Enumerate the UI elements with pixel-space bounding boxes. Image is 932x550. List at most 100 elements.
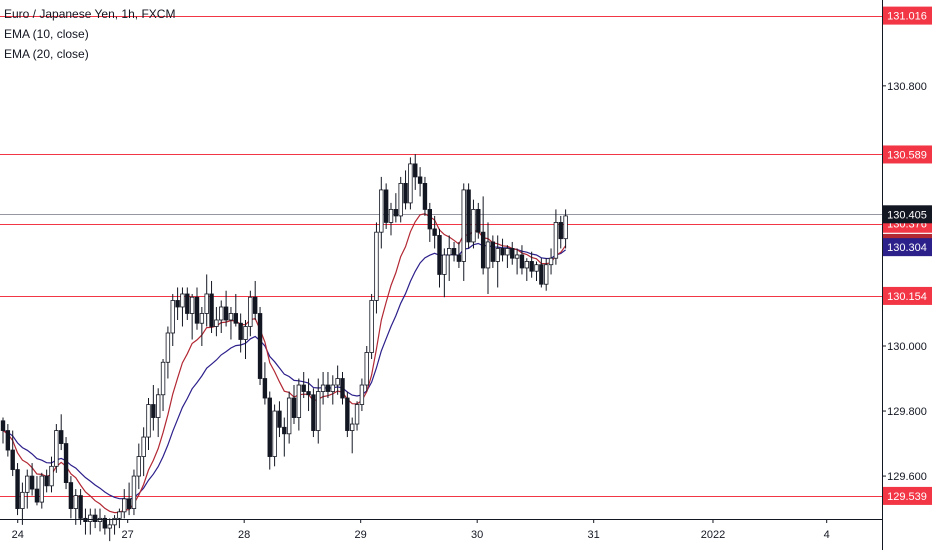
candle [175, 287, 180, 320]
candle-body [301, 384, 306, 392]
candle [219, 300, 224, 333]
candle [413, 154, 418, 190]
candle [466, 183, 471, 249]
candle-body [349, 423, 355, 431]
candle-body [359, 384, 365, 405]
level-badge-label: 131.016 [887, 11, 927, 23]
candle [408, 157, 413, 210]
candle-body [539, 264, 544, 285]
candle [524, 258, 529, 281]
candle-body [136, 456, 141, 477]
candle [54, 424, 59, 473]
candle [345, 391, 350, 438]
candle-body [427, 209, 432, 230]
candle-body [49, 465, 54, 487]
candle-body [252, 296, 258, 314]
candle [194, 287, 200, 330]
candle-body [228, 313, 234, 321]
level-badge-bg [883, 286, 932, 305]
candle-body [485, 241, 491, 269]
candle-body [170, 300, 175, 334]
candle-body [548, 257, 554, 266]
candle-body [63, 443, 69, 483]
candle-body [563, 215, 568, 240]
candle [471, 199, 476, 249]
candle-body [558, 222, 563, 240]
candle [83, 508, 88, 535]
candle-body [233, 313, 238, 324]
candle-body [413, 163, 418, 178]
legend-title: Euro / Japanese Yen, 1h, FXCM [4, 7, 176, 21]
candle-body [272, 410, 277, 457]
candle-body [194, 296, 200, 324]
candle [490, 235, 496, 268]
candle [146, 398, 151, 451]
x-tick-label: 27 [122, 529, 134, 541]
candle [151, 385, 156, 431]
candle-body [432, 228, 437, 236]
candle-body [107, 524, 112, 529]
candle [141, 427, 146, 477]
candle-body [296, 384, 302, 418]
candle-body [199, 313, 205, 324]
candle [456, 241, 462, 268]
candle-body [345, 397, 350, 431]
price-badge: 130.304 [883, 238, 932, 257]
candle [160, 359, 166, 412]
candle-body [422, 183, 428, 210]
candle [131, 469, 137, 516]
candle [29, 463, 35, 496]
level-badge: 129.539 [883, 486, 932, 505]
candle [296, 378, 302, 431]
candle [107, 518, 112, 542]
candle-body [408, 163, 413, 204]
candle-body [316, 391, 321, 431]
candle [180, 287, 185, 327]
candle [209, 280, 214, 333]
candle [374, 222, 379, 314]
x-tick-label: 4 [824, 529, 830, 541]
candle-body [146, 404, 151, 438]
candle-body [446, 248, 452, 256]
candle [243, 319, 248, 360]
candle [92, 508, 98, 529]
candle-body [112, 517, 117, 526]
level-badge-bg [883, 6, 932, 25]
level-badge-label: 130.154 [887, 291, 927, 303]
candle-body [456, 254, 462, 262]
candle-body [34, 488, 40, 503]
candle [510, 241, 515, 265]
candle [485, 222, 491, 294]
candle [379, 176, 384, 249]
candle-body [219, 306, 224, 321]
candle-body [325, 384, 331, 392]
candle-body [10, 449, 15, 470]
candle-body [141, 436, 146, 457]
candle-body [262, 378, 268, 399]
price-badges: 131.016130.589130.376130.154129.539130.4… [883, 6, 932, 505]
candle [248, 290, 253, 337]
candle-body [374, 231, 379, 301]
candle-body [165, 332, 171, 363]
legend-ema10: EMA (10, close) [4, 27, 89, 41]
x-tick-label: 28 [238, 529, 250, 541]
x-tick-label: 31 [588, 529, 600, 541]
x-tick-label: 30 [471, 529, 483, 541]
candle-body [15, 469, 20, 509]
candle [5, 424, 11, 457]
candle [534, 261, 539, 281]
candle-body [257, 313, 263, 379]
candle [514, 248, 520, 275]
candle-body [189, 296, 195, 314]
candle [117, 508, 122, 529]
candle [388, 202, 394, 236]
candle-body [320, 384, 326, 392]
candle [199, 306, 205, 346]
level-badge: 130.154 [883, 286, 932, 305]
candle [252, 280, 258, 320]
candle [15, 463, 20, 516]
candle-body [388, 209, 394, 223]
price-badge-label: 130.405 [887, 209, 927, 221]
candle-body [185, 293, 190, 314]
